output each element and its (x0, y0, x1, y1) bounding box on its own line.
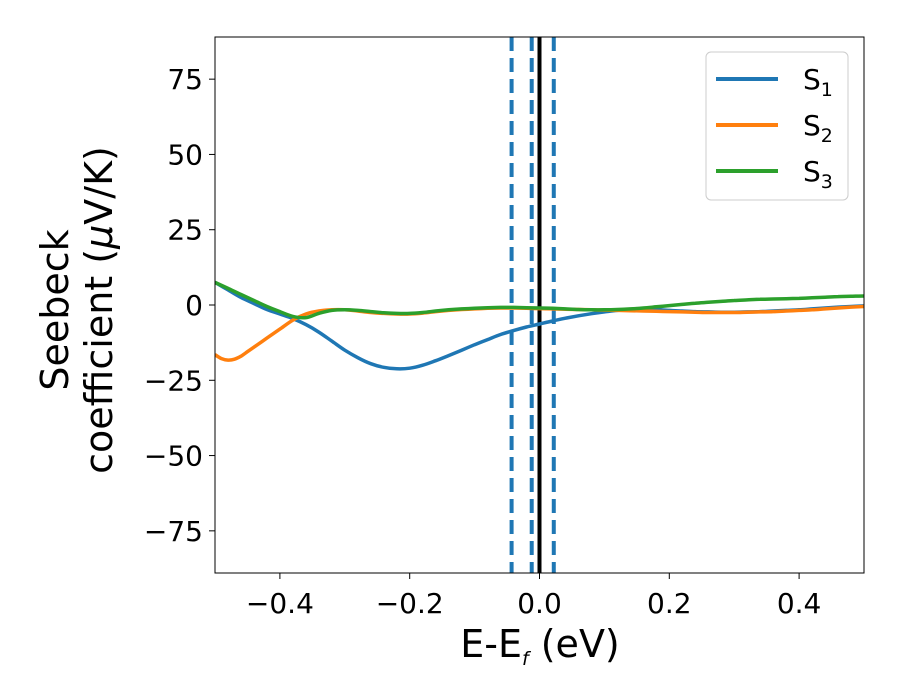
x-tick-label: 0.0 (517, 587, 562, 620)
x-tick-label: −0.2 (376, 587, 444, 620)
y-tick-label: −25 (144, 364, 203, 397)
x-axis: −0.4 −0.2 0.0 0.2 0.4 (246, 573, 821, 620)
y-axis-label-mu: μ (77, 225, 121, 250)
x-tick-label: 0.2 (647, 587, 692, 620)
y-tick-label: 25 (167, 214, 203, 247)
x-tick-label: −0.4 (246, 587, 314, 620)
x-axis-label-subscript: f (522, 648, 532, 670)
legend-label-s1: S1 (803, 63, 833, 101)
y-tick-label: 0 (185, 289, 203, 322)
x-axis-label-main: E-E (460, 622, 522, 666)
y-axis-label-text: coefficient ( (77, 249, 121, 474)
y-tick-label: 75 (167, 63, 203, 96)
reference-lines (509, 37, 556, 573)
x-axis-label: E-Ef (eV) (460, 622, 620, 670)
x-tick-label: 0.4 (777, 587, 822, 620)
series-layer (215, 280, 864, 371)
y-tick-label: 50 (167, 138, 203, 171)
legend-label-s2: S2 (803, 109, 833, 147)
y-tick-label: −50 (144, 440, 203, 473)
legend-label-s3: S3 (803, 155, 833, 193)
y-axis-label-line2: coefficient (μV/K) (77, 146, 121, 474)
y-axis-label-line1: Seebeck (33, 229, 77, 390)
x-axis-label-unit: (eV) (529, 622, 620, 666)
y-axis: 75 50 25 0 −25 −50 −75 (144, 63, 215, 548)
legend: S1 S2 S3 (705, 51, 849, 201)
y-axis-label-unit: V/K) (77, 146, 121, 225)
y-tick-label: −75 (144, 515, 203, 548)
series-line-s3 (215, 280, 864, 320)
